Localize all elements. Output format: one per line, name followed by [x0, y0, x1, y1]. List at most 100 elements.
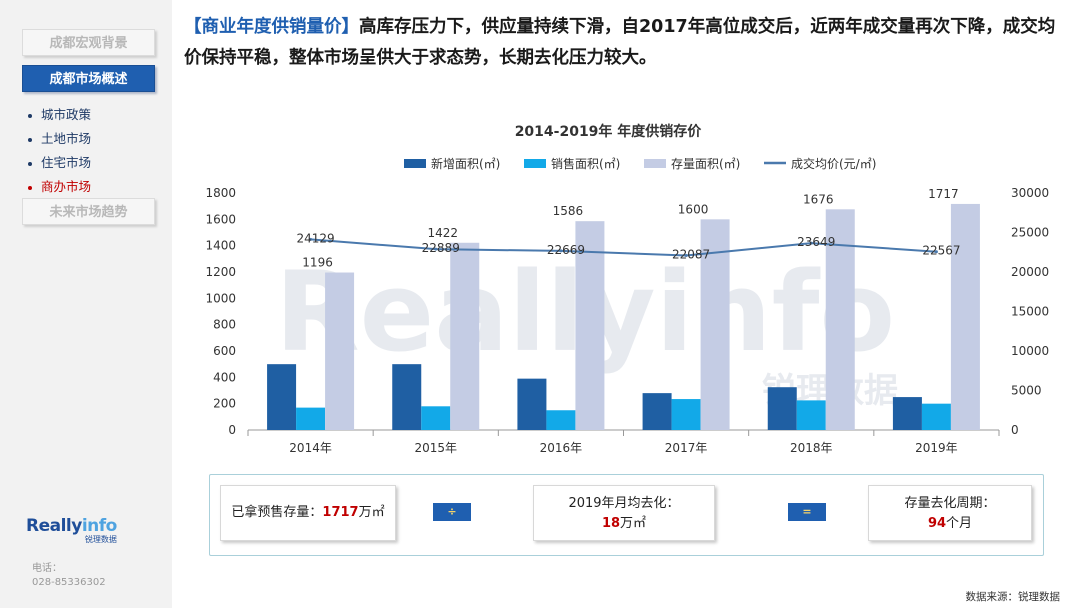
y-left-tick-label: 1800: [205, 186, 236, 200]
y-right-tick-label: 10000: [1011, 344, 1049, 358]
price-data-label: 24129: [296, 231, 334, 245]
price-point: [309, 237, 313, 241]
bar-2-2019年: [921, 403, 951, 430]
contact-label: 电话：: [32, 563, 62, 574]
bar-1-2017年: [642, 393, 672, 430]
chart-title: 2014-2019年 年度供销存价: [515, 123, 703, 140]
subnav-label: 住宅市场: [41, 155, 92, 170]
legend-swatch-1: [524, 159, 546, 168]
bar-3-2019年: [950, 203, 980, 430]
legend-label-3: 成交均价(元/㎡): [791, 156, 876, 171]
y-left-tick-label: 1000: [205, 291, 236, 305]
price-data-label: 23649: [797, 235, 835, 249]
price-point: [559, 249, 563, 253]
x-tick-label: 2017年: [665, 441, 708, 455]
x-tick-label: 2018年: [790, 441, 833, 455]
cycle-unit: 个月: [946, 516, 973, 531]
equal-operator: =: [788, 503, 826, 521]
y-left-tick-label: 1600: [205, 212, 236, 226]
bullet-icon: [28, 113, 32, 118]
bar-data-label: 1586: [553, 204, 584, 218]
bar-2-2015年: [421, 406, 451, 430]
y-right-tick-label: 5000: [1011, 384, 1042, 398]
contact-info: 电话： 028-85336302: [32, 562, 106, 590]
bar-3-2015年: [450, 242, 480, 430]
data-source: 数据来源：锐理数据: [965, 591, 1061, 603]
y-left-tick-label: 800: [213, 318, 236, 332]
price-point: [684, 254, 688, 258]
legend-swatch-2: [644, 159, 666, 168]
bar-1-2014年: [267, 364, 297, 430]
logo-text-info: info: [81, 516, 118, 536]
sidebar: 成都宏观背景 成都市场概述 城市政策 土地市场 住宅市场 商办市场 未来市场趋势…: [0, 0, 172, 608]
y-right-tick-label: 25000: [1011, 226, 1049, 240]
headline-highlight: 【商业年度供销量价】: [184, 17, 359, 37]
reallyinfo-logo: Reallyinfo 锐理数据: [26, 516, 117, 545]
y-left-tick-label: 1200: [205, 265, 236, 279]
y-right-tick-label: 15000: [1011, 305, 1049, 319]
contact-phone: 028-85336302: [32, 577, 106, 588]
price-data-label: 22087: [672, 248, 710, 262]
subnav-label: 土地市场: [41, 131, 92, 146]
headline: 【商业年度供销量价】高库存压力下，供应量持续下滑，自2017年高位成交后，近两年…: [184, 12, 1064, 74]
subnav-item-commercial-market[interactable]: 商办市场: [28, 176, 91, 195]
bar-3-2014年: [325, 272, 355, 430]
cycle-box: 存量去化周期： 94个月: [868, 485, 1032, 541]
bullet-icon: [28, 137, 32, 142]
bar-1-2018年: [767, 387, 797, 430]
x-tick-label: 2019年: [915, 441, 958, 455]
bar-3-2016年: [575, 221, 605, 430]
subnav-item-land-market[interactable]: 土地市场: [28, 128, 91, 147]
bar-2-2018年: [796, 400, 826, 430]
stock-box: 已拿预售存量：1717万㎡: [220, 485, 396, 541]
subnav-label: 城市政策: [41, 107, 92, 122]
supply-sales-stock-price-chart: Reallyinfo锐理数据2014-2019年 年度供销存价新增面积(㎡)销售…: [205, 123, 1049, 455]
price-data-label: 22889: [422, 241, 460, 255]
y-left-tick-label: 0: [228, 423, 236, 437]
price-data-label: 22567: [922, 244, 960, 258]
cycle-label: 存量去化周期：: [904, 496, 996, 511]
y-right-tick-label: 30000: [1011, 186, 1049, 200]
price-point: [434, 247, 438, 251]
bar-1-2019年: [892, 397, 922, 430]
stock-unit: 万㎡: [358, 505, 385, 520]
x-tick-label: 2016年: [540, 441, 583, 455]
price-point: [934, 250, 938, 254]
legend-swatch-0: [404, 159, 426, 168]
bar-data-label: 1196: [302, 256, 333, 270]
logo-subtext: 锐理数据: [84, 535, 117, 544]
bar-data-label: 1717: [928, 187, 959, 201]
bar-data-label: 1676: [803, 192, 834, 206]
y-left-tick-label: 400: [213, 370, 236, 384]
cycle-value: 94: [927, 516, 947, 531]
stock-value: 1717: [322, 505, 359, 520]
headline-text: 高库存压力下，供应量持续下滑，自2017年高位成交后，近两年成交量再次下降，成交…: [184, 17, 1056, 68]
nav-item-future-trends[interactable]: 未来市场趋势: [22, 198, 155, 225]
price-line: [310, 238, 937, 257]
subnav-label: 商办市场: [41, 179, 92, 194]
y-left-tick-label: 600: [213, 344, 236, 358]
logo-text-really: Really: [26, 516, 82, 536]
legend-label-1: 销售面积(㎡): [551, 156, 620, 171]
bar-data-label: 1422: [427, 226, 458, 240]
x-tick-label: 2015年: [414, 441, 457, 455]
legend-label-0: 新增面积(㎡): [431, 156, 500, 171]
price-data-label: 22669: [547, 243, 585, 257]
divide-operator: ÷: [433, 503, 471, 521]
legend-label-2: 存量面积(㎡): [671, 157, 740, 171]
monthly-label: 2019年月均去化：: [568, 496, 680, 511]
monthly-box: 2019年月均去化： 18万㎡: [533, 485, 715, 541]
nav-item-macro-background[interactable]: 成都宏观背景: [22, 29, 155, 56]
subnav-item-city-policy[interactable]: 城市政策: [28, 104, 91, 123]
y-left-tick-label: 1400: [205, 239, 236, 253]
bar-2-2016年: [546, 410, 576, 430]
monthly-unit: 万㎡: [620, 516, 647, 531]
bar-2-2014年: [296, 407, 326, 430]
y-left-tick-label: 200: [213, 397, 236, 411]
y-right-tick-label: 0: [1011, 423, 1019, 437]
monthly-value: 18: [601, 516, 621, 531]
nav-item-market-overview[interactable]: 成都市场概述: [22, 65, 155, 92]
bullet-icon: [28, 185, 32, 190]
x-tick-label: 2014年: [289, 441, 332, 455]
subnav-item-residential-market[interactable]: 住宅市场: [28, 152, 91, 171]
